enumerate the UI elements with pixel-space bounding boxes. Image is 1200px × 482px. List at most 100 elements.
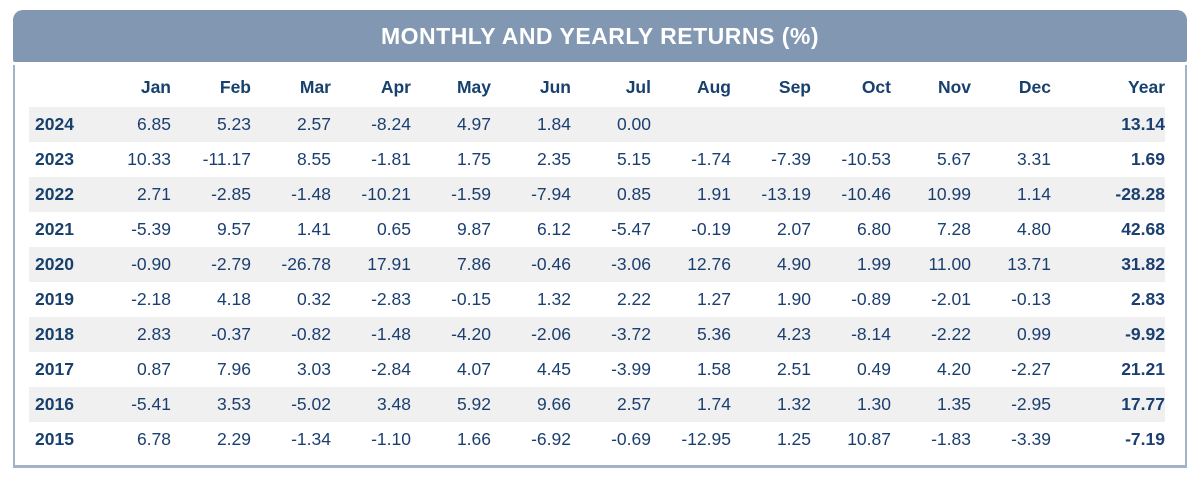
return-value-cell: 1.35: [936, 394, 971, 414]
return-value-cell: 2.57: [296, 114, 331, 134]
return-value-cell: 1.27: [696, 289, 731, 309]
return-value-cell: -2.18: [131, 289, 171, 309]
column-header-oct: Oct: [861, 77, 891, 97]
return-value-cell: 5.23: [216, 114, 251, 134]
return-value-cell: -5.47: [611, 219, 651, 239]
return-value-cell: 2.29: [216, 429, 251, 449]
return-value-cell: 0.00: [616, 114, 651, 134]
return-value-cell: -5.39: [131, 219, 171, 239]
table-row: 2016 -5.41 3.53 -5.02 3.48 5.92 9.66 2.57 1.74 1.…: [29, 387, 1165, 422]
column-header-jan: Jan: [140, 77, 171, 97]
return-value-cell: -12.95: [681, 429, 731, 449]
return-value-cell: 5.92: [456, 394, 491, 414]
return-value-cell: 2.51: [776, 359, 811, 379]
return-value-cell: -0.37: [211, 324, 251, 344]
return-value-cell: 2.71: [136, 184, 171, 204]
return-value-cell: 9.66: [536, 394, 571, 414]
return-value-cell: -2.27: [1011, 359, 1051, 379]
return-value-cell: 1.32: [536, 289, 571, 309]
return-value-cell: 0.99: [1016, 324, 1051, 344]
return-value-cell: 4.45: [536, 359, 571, 379]
return-value-cell: -0.69: [611, 429, 651, 449]
return-value-cell: -1.83: [931, 429, 971, 449]
return-value-cell: -3.39: [1011, 429, 1051, 449]
return-value-cell: 7.86: [456, 254, 491, 274]
return-value-cell: 1.75: [456, 149, 491, 169]
return-value-cell: 4.97: [456, 114, 491, 134]
column-header-aug: Aug: [696, 77, 731, 97]
return-value-cell: -2.84: [371, 359, 411, 379]
return-value-cell: 5.15: [616, 149, 651, 169]
return-value-cell: -2.06: [531, 324, 571, 344]
return-value-cell: 1.74: [696, 394, 731, 414]
table-row: 2020 -0.90 -2.79 -26.78 17.91 7.86 -0.46 -3.06 1…: [29, 247, 1165, 282]
return-value-cell: -0.89: [851, 289, 891, 309]
return-value-cell: -2.22: [931, 324, 971, 344]
return-value-cell: 0.49: [856, 359, 891, 379]
return-value-cell: -1.59: [451, 184, 491, 204]
column-header-jul: Jul: [625, 77, 651, 97]
row-year-label: 2020: [35, 254, 74, 274]
return-value-cell: -0.46: [531, 254, 571, 274]
return-value-cell: -10.53: [841, 149, 891, 169]
table-row: 2018 2.83 -0.37 -0.82 -1.48 -4.20 -2.06 -3.72 5.…: [29, 317, 1165, 352]
return-value-cell: 4.23: [776, 324, 811, 344]
column-header-may: May: [456, 77, 491, 97]
column-header-nov: Nov: [937, 77, 971, 97]
row-label-column-header: [29, 67, 91, 107]
return-value-cell: [731, 107, 811, 142]
return-value-cell: 1.90: [776, 289, 811, 309]
return-value-cell: [891, 107, 971, 142]
return-value-cell: -1.74: [691, 149, 731, 169]
return-value-cell: -0.13: [1011, 289, 1051, 309]
row-year-label: 2017: [35, 359, 74, 379]
return-value-cell: 0.85: [616, 184, 651, 204]
return-value-cell: -2.01: [931, 289, 971, 309]
return-value-cell: -10.46: [841, 184, 891, 204]
return-value-cell: -13.19: [761, 184, 811, 204]
return-value-cell: -4.20: [451, 324, 491, 344]
table-rows: 2024 6.85 5.23 2.57 -8.24 4.97 1.84 0.00 13.14 20…: [29, 107, 1165, 457]
return-value-cell: [651, 107, 731, 142]
return-value-cell: 3.48: [376, 394, 411, 414]
return-value-cell: -7.19: [1125, 429, 1165, 449]
table-row: 2022 2.71 -2.85 -1.48 -10.21 -1.59 -7.94 0.85 1.…: [29, 177, 1165, 212]
return-value-cell: 6.80: [856, 219, 891, 239]
return-value-cell: 1.66: [456, 429, 491, 449]
row-year-label: 2021: [35, 219, 74, 239]
return-value-cell: -2.79: [211, 254, 251, 274]
return-value-cell: -9.92: [1125, 324, 1165, 344]
return-value-cell: 42.68: [1121, 219, 1165, 239]
return-value-cell: -3.06: [611, 254, 651, 274]
return-value-cell: -7.94: [531, 184, 571, 204]
table-row: 2021 -5.39 9.57 1.41 0.65 9.87 6.12 -5.47 -0.19 2…: [29, 212, 1165, 247]
row-year-label: 2018: [35, 324, 74, 344]
return-value-cell: 13.71: [1007, 254, 1051, 274]
return-value-cell: 0.65: [376, 219, 411, 239]
column-header-feb: Feb: [219, 77, 251, 97]
table-body-container: Jan Feb Mar Apr May Jun Jul Aug Sep Oct Nov Dec Year…: [13, 65, 1187, 468]
return-value-cell: 7.96: [216, 359, 251, 379]
row-year-label: 2023: [35, 149, 74, 169]
return-value-cell: 3.31: [1016, 149, 1051, 169]
return-value-cell: -8.14: [851, 324, 891, 344]
return-value-cell: -2.95: [1011, 394, 1051, 414]
monthly-returns-table: Jan Feb Mar Apr May Jun Jul Aug Sep Oct Nov Dec Year…: [29, 67, 1165, 457]
return-value-cell: -5.41: [131, 394, 171, 414]
return-value-cell: 1.91: [696, 184, 731, 204]
return-value-cell: 1.30: [856, 394, 891, 414]
return-value-cell: -6.92: [531, 429, 571, 449]
return-value-cell: 2.83: [1130, 289, 1165, 309]
return-value-cell: 21.21: [1121, 359, 1165, 379]
return-value-cell: [971, 107, 1051, 142]
return-value-cell: 1.58: [696, 359, 731, 379]
return-value-cell: 2.22: [616, 289, 651, 309]
return-value-cell: 1.69: [1130, 149, 1165, 169]
return-value-cell: -2.85: [211, 184, 251, 204]
return-value-cell: 2.57: [616, 394, 651, 414]
column-header-mar: Mar: [299, 77, 331, 97]
return-value-cell: -28.28: [1115, 184, 1165, 204]
return-value-cell: -3.99: [611, 359, 651, 379]
return-value-cell: -0.19: [691, 219, 731, 239]
column-header-year: Year: [1128, 77, 1165, 97]
